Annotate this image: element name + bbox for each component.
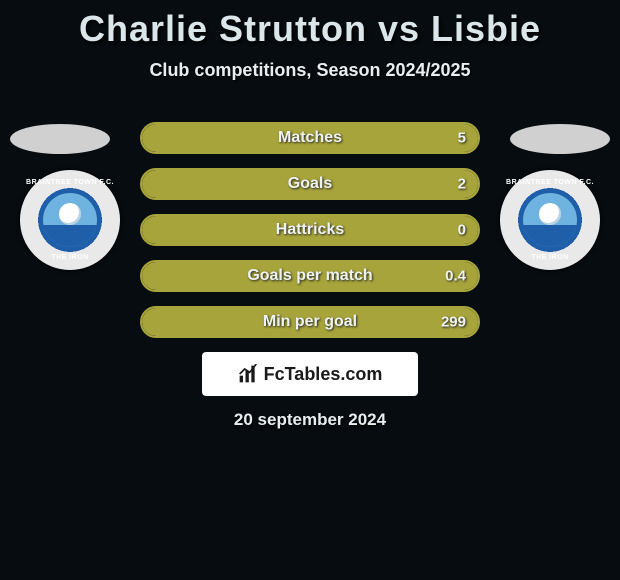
stat-value-right: 0 [458,222,466,239]
stats-bars: Matches 5 Goals 2 Hattricks 0 Goals per … [140,122,480,352]
stat-value-right: 299 [441,314,466,331]
club-crest-left: BRAINTREE TOWN F.C. THE IRON [20,170,120,270]
stat-label: Matches [278,129,342,147]
stat-label: Min per goal [263,313,357,331]
stat-label: Hattricks [276,221,344,239]
page-title: Charlie Strutton vs Lisbie [0,0,620,50]
stat-bar: Hattricks 0 [140,214,480,246]
player-photo-left [10,124,110,154]
stat-value-right: 5 [458,130,466,147]
stat-label: Goals [288,175,332,193]
stat-bar: Goals per match 0.4 [140,260,480,292]
date-text: 20 september 2024 [0,410,620,430]
stat-bar: Min per goal 299 [140,306,480,338]
stat-value-right: 0.4 [445,268,466,285]
bars-icon [238,364,258,384]
stat-label: Goals per match [247,267,372,285]
fctables-logo: FcTables.com [202,352,418,396]
club-crest-right: BRAINTREE TOWN F.C. THE IRON [500,170,600,270]
fctables-text: FcTables.com [264,364,383,385]
stat-bar: Matches 5 [140,122,480,154]
player-photo-right [510,124,610,154]
subtitle: Club competitions, Season 2024/2025 [0,60,620,81]
stat-value-right: 2 [458,176,466,193]
stat-bar: Goals 2 [140,168,480,200]
